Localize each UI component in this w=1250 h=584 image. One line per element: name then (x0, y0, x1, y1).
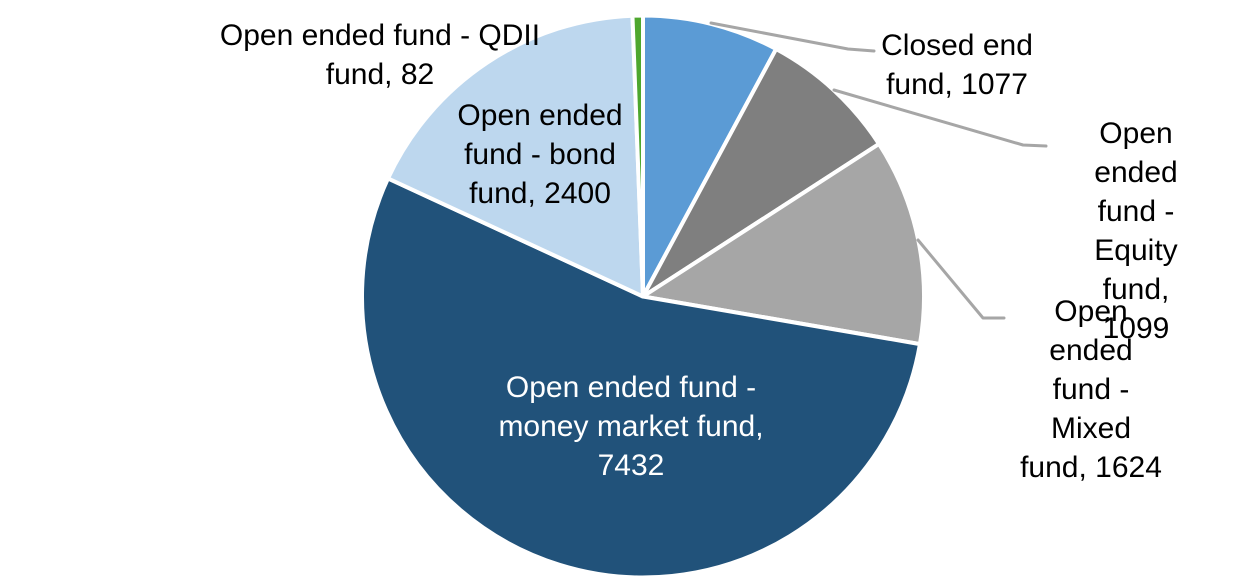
leader-line-closed-end-fund (709, 21, 876, 53)
pie-slice-open-ended-fund-money-market-fund (360, 176, 922, 580)
leader-lines (709, 21, 1048, 320)
data-label-qdii-fund: Open ended fund - QDII fund, 82 (219, 19, 541, 91)
leader-line-equity-fund (832, 88, 1048, 148)
pie-slice-open-ended-fund-qdii-fund (630, 13, 645, 299)
data-label-closed-end-fund: Closed end fund, 1077 (881, 29, 1033, 101)
leader-line-mixed-fund (916, 238, 1006, 320)
pie-slice-open-ended-fund-bond-fund (386, 13, 645, 299)
data-label-money-market-fund: Open ended fund - money market fund, 743… (498, 371, 764, 482)
data-label-equity-fund: Open ended fund - Equity fund, 1099 (1094, 117, 1178, 345)
data-label-mixed-fund: Open ended fund - Mixed fund, 1624 (1020, 295, 1162, 484)
data-label-bond-fund: Open ended fund - bond fund, 2400 (457, 99, 623, 210)
pie-slices (360, 13, 926, 580)
